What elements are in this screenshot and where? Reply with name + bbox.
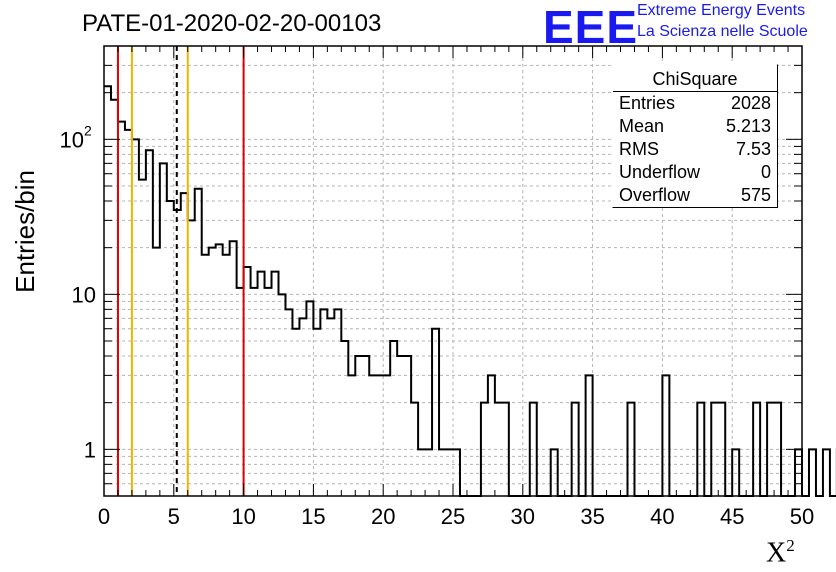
stats-value: 2028 bbox=[730, 93, 771, 113]
y-tick-label: 1 bbox=[84, 437, 96, 462]
histogram-series bbox=[104, 85, 836, 497]
x-tick-label: 40 bbox=[650, 504, 674, 529]
stats-label: Overflow bbox=[619, 185, 691, 205]
x-tick-label: 35 bbox=[580, 504, 604, 529]
x-tick-label: 20 bbox=[371, 504, 395, 529]
y-tick-label: 10 bbox=[60, 127, 84, 152]
logo-subtitle-line2: La Scienza nelle Scuole bbox=[637, 23, 808, 40]
stats-box: ChiSquare Entries 2028 Mean 5.213 RMS 7.53 … bbox=[612, 64, 778, 208]
x-tick-label: 10 bbox=[231, 504, 255, 529]
x-axis-label: X2 bbox=[766, 536, 795, 569]
stats-label: RMS bbox=[619, 139, 659, 159]
x-tick-label: 15 bbox=[301, 504, 325, 529]
stats-label: Underflow bbox=[619, 162, 701, 182]
x-tick-label: 25 bbox=[441, 504, 465, 529]
stats-row-rms: RMS 7.53 bbox=[613, 138, 777, 161]
stats-value: 575 bbox=[740, 185, 771, 205]
x-tick-label: 0 bbox=[98, 504, 110, 529]
x-tick-label: 50 bbox=[790, 504, 814, 529]
x-axis-label-exponent: 2 bbox=[786, 536, 795, 555]
stats-box-title: ChiSquare bbox=[613, 65, 777, 92]
stats-row-underflow: Underflow 0 bbox=[613, 161, 777, 184]
y-tick-exponent: 2 bbox=[84, 122, 92, 138]
x-axis-label-base: X bbox=[766, 537, 787, 569]
y-axis-label: Entries/bin bbox=[10, 170, 40, 293]
stats-row-entries: Entries 2028 bbox=[613, 92, 777, 115]
stats-label: Mean bbox=[619, 116, 665, 136]
x-tick-label: 45 bbox=[720, 504, 744, 529]
page-title: PATE-01-2020-02-20-00103 bbox=[82, 10, 382, 37]
x-tick-label: 5 bbox=[168, 504, 180, 529]
eee-logo: EEE bbox=[543, 1, 639, 53]
stats-value: 0 bbox=[760, 162, 771, 182]
stats-value: 5.213 bbox=[725, 116, 771, 136]
logo-subtitle-line1: Extreme Energy Events bbox=[637, 2, 806, 19]
stats-value: 7.53 bbox=[735, 139, 771, 159]
stats-label: Entries bbox=[619, 93, 676, 113]
stats-row-mean: Mean 5.213 bbox=[613, 115, 777, 138]
x-tick-label: 30 bbox=[511, 504, 535, 529]
stats-row-overflow: Overflow 575 bbox=[613, 184, 777, 207]
y-tick-label: 10 bbox=[72, 282, 96, 307]
